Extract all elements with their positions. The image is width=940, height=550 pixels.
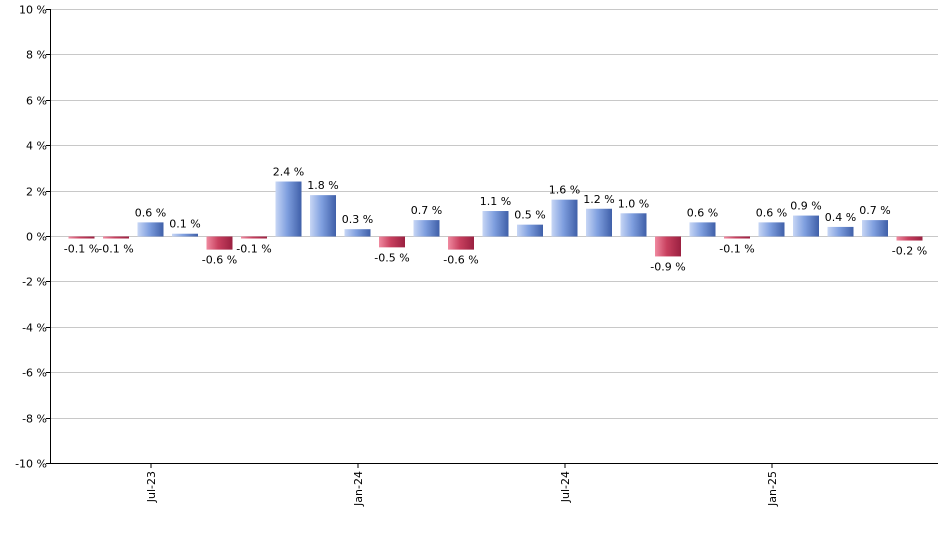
bar	[827, 226, 854, 237]
bar-value-label: -0.6 %	[443, 254, 478, 267]
bar-value-label: 1.1 %	[480, 195, 511, 208]
y-tick-label: -2 %	[22, 276, 47, 289]
bar-value-label: -0.1 %	[98, 243, 133, 256]
y-tick-label: -8 %	[22, 413, 47, 426]
bar-value-label: -0.1 %	[64, 243, 99, 256]
bar-value-label: 0.7 %	[859, 204, 890, 217]
bar	[137, 222, 164, 237]
y-tick-label: 6 %	[26, 95, 47, 108]
bar-value-label: 0.9 %	[790, 200, 821, 213]
bar	[482, 211, 509, 237]
bar-value-label: 2.4 %	[273, 166, 304, 179]
x-tick-label: Jul-24	[559, 471, 572, 503]
data-labels: -0.1 % -0.1 %0.6 %0.1 %-0.6 %-0.1 %2.4 %1…	[64, 166, 927, 274]
y-tick-label: 8 %	[26, 49, 47, 62]
bar	[103, 236, 129, 239]
bar-value-label: 1.2 %	[583, 193, 614, 206]
bar	[310, 195, 336, 237]
bar-value-label: -0.6 %	[202, 254, 237, 267]
bar	[551, 199, 578, 237]
bar-value-label: 0.4 %	[825, 211, 856, 224]
bar	[68, 236, 95, 239]
x-axis: Jul-23 Jan-24 Jul-24 Jan-25	[50, 463, 938, 507]
bar	[206, 236, 233, 250]
bar	[413, 220, 440, 237]
y-tick-label: -10 %	[15, 458, 47, 471]
bar-value-label: 0.5 %	[514, 209, 545, 222]
bar-value-label: 1.0 %	[618, 197, 649, 210]
bar	[689, 222, 716, 237]
bar	[793, 215, 819, 237]
y-tick-label: 2 %	[26, 186, 47, 199]
bar	[724, 236, 750, 239]
bar	[896, 236, 923, 241]
bar	[172, 233, 198, 237]
bar-value-label: 0.7 %	[411, 204, 442, 217]
bar-value-label: 0.1 %	[169, 218, 200, 231]
x-tick-label: Jan-24	[352, 471, 365, 507]
bar	[586, 208, 612, 237]
bar	[620, 213, 647, 237]
bars	[68, 181, 923, 257]
bar	[241, 236, 267, 239]
bar	[655, 236, 681, 257]
bar	[275, 181, 302, 237]
bar	[448, 236, 474, 250]
bar-value-label: 0.6 %	[687, 206, 718, 219]
bar-value-label: -0.1 %	[236, 243, 271, 256]
bar-value-label: -0.5 %	[374, 251, 409, 264]
x-tick-label: Jan-25	[766, 471, 779, 507]
y-tick-label: -4 %	[22, 322, 47, 335]
y-tick-label: 10 %	[19, 4, 47, 17]
bar-value-label: -0.1 %	[719, 243, 754, 256]
bar	[758, 222, 785, 237]
bar	[862, 220, 888, 237]
x-tick-label: Jul-23	[145, 471, 158, 503]
bar-value-label: 0.6 %	[756, 206, 787, 219]
y-tick-label: 4 %	[26, 140, 47, 153]
bar-value-label: -0.2 %	[892, 245, 927, 258]
y-tick-label: -6 %	[22, 367, 47, 380]
bar-value-label: 0.6 %	[135, 206, 166, 219]
bar-value-label: 1.8 %	[307, 179, 338, 192]
bar-value-label: -0.9 %	[650, 260, 685, 273]
bar-value-label: 0.3 %	[342, 213, 373, 226]
bar	[344, 229, 371, 237]
bar	[379, 236, 405, 248]
bar	[517, 224, 543, 237]
bar-value-label: 1.6 %	[549, 184, 580, 197]
y-tick-label: 0 %	[26, 231, 47, 244]
y-axis: 10 % 8 % 6 % 4 % 2 % 0 % -2 % -4 % -6 % -8 % -10 %	[15, 4, 51, 471]
